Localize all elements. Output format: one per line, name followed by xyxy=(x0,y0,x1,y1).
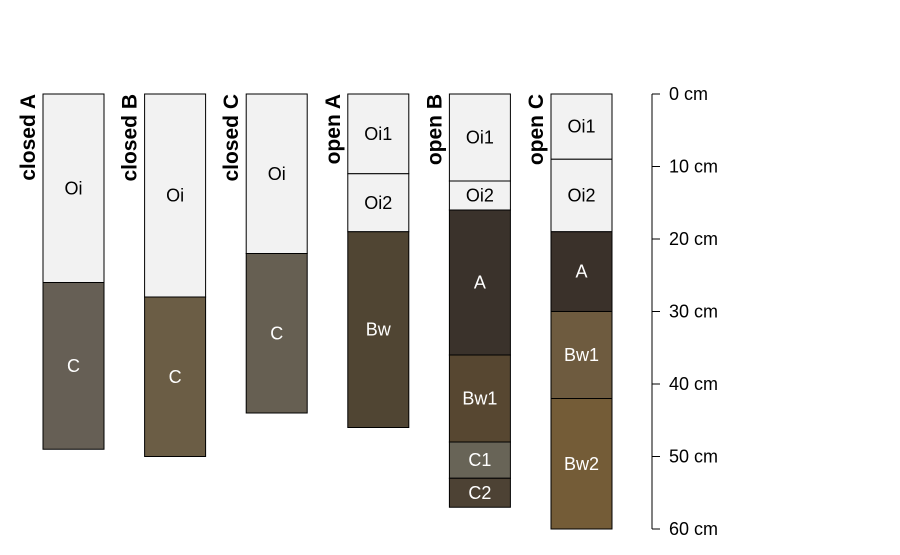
horizon-oi xyxy=(245,93,308,254)
horizon-a xyxy=(550,231,613,312)
horizon-oi xyxy=(144,93,207,298)
profile-label: open C xyxy=(525,94,548,165)
horizon-bw xyxy=(347,231,410,428)
horizon-label: C xyxy=(270,323,283,343)
profile-label: open B xyxy=(423,94,446,165)
profile-closedA: closed A Oi C xyxy=(17,93,105,450)
profile-openA: open A Oi1 Oi2 Bw xyxy=(322,93,410,428)
depth-tick-label: 60 cm xyxy=(669,519,718,539)
profile-label: closed C xyxy=(220,94,243,182)
horizon-label: A xyxy=(575,262,587,282)
horizon-oi2 xyxy=(448,180,511,211)
profile-label: closed A xyxy=(17,94,40,181)
horizon-label: Oi1 xyxy=(466,128,494,148)
horizon-c xyxy=(42,282,105,450)
horizon-label: Oi1 xyxy=(364,124,392,144)
horizon-label: Oi2 xyxy=(567,186,595,206)
profile-openB: open B Oi1 Oi2 A Bw1 C1 C2 xyxy=(423,93,511,508)
horizon-label: C xyxy=(169,367,182,387)
profile-label: open A xyxy=(322,94,345,164)
horizon-oi1 xyxy=(550,93,613,160)
horizon-oi xyxy=(42,93,105,283)
horizon-c xyxy=(245,253,308,414)
horizon-label: Bw1 xyxy=(462,389,497,409)
horizon-a xyxy=(448,209,511,356)
horizon-c xyxy=(144,296,207,457)
horizon-label: Oi xyxy=(268,164,286,184)
depth-tick-label: 0 cm xyxy=(669,84,708,104)
horizon-label: C1 xyxy=(468,450,491,470)
horizon-label: Oi2 xyxy=(466,186,494,206)
horizon-label: Bw1 xyxy=(564,345,599,365)
horizon-label: Oi xyxy=(166,186,184,206)
horizon-oi2 xyxy=(347,173,410,233)
horizon-oi1 xyxy=(448,93,511,182)
horizon-label: Oi2 xyxy=(364,193,392,213)
profile-closedB: closed B Oi C xyxy=(119,93,207,457)
horizon-label: Oi xyxy=(65,178,83,198)
horizon-oi2 xyxy=(550,158,613,233)
horizon-label: Bw xyxy=(366,320,392,340)
profile-closedC: closed C Oi C xyxy=(220,93,308,414)
horizon-label: C2 xyxy=(468,483,491,503)
horizon-label: A xyxy=(474,273,486,293)
profile-openC: open C Oi1 Oi2 A Bw1 Bw2 xyxy=(525,93,613,530)
depth-tick-label: 40 cm xyxy=(669,374,718,394)
depth-tick-label: 10 cm xyxy=(669,157,718,177)
depth-tick-label: 20 cm xyxy=(669,229,718,249)
horizon-c1 xyxy=(448,441,511,479)
horizon-bw2 xyxy=(550,398,613,530)
depth-axis: 0 cm 10 cm 20 cm 30 cm 40 cm 50 cm 60 cm xyxy=(651,84,718,539)
horizon-c2 xyxy=(448,477,511,508)
horizon-label: C xyxy=(67,356,80,376)
depth-tick-label: 50 cm xyxy=(669,447,718,467)
horizon-label: Bw2 xyxy=(564,454,599,474)
depth-tick-label: 30 cm xyxy=(669,302,718,322)
horizon-label: Oi1 xyxy=(567,117,595,137)
horizon-bw1 xyxy=(550,311,613,399)
profile-label: closed B xyxy=(119,94,142,182)
